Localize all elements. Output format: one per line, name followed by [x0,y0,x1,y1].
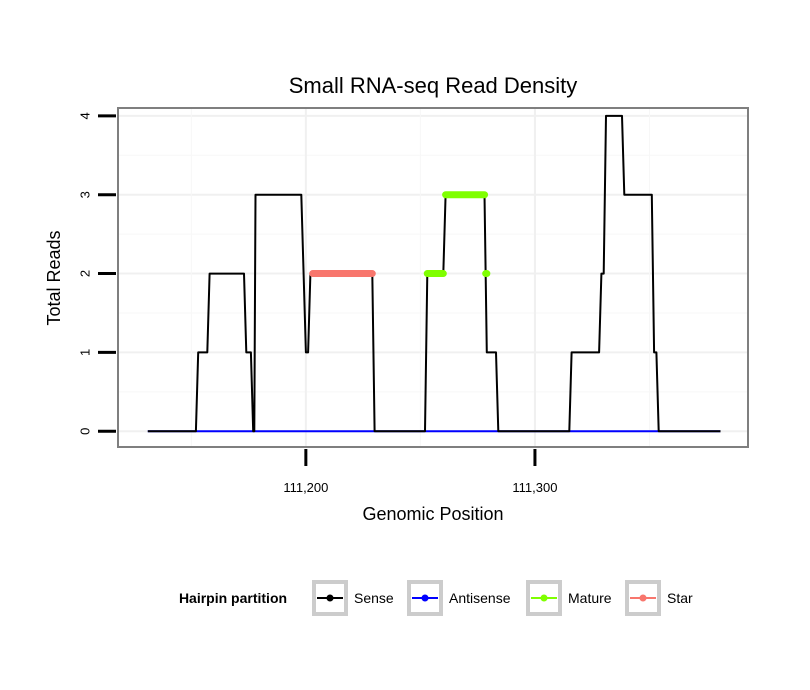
x-axis-title: Genomic Position [362,504,503,524]
legend-label: Sense [354,590,394,606]
legend-key-dot [639,594,647,602]
chart-title: Small RNA-seq Read Density [289,73,578,98]
y-axis-title: Total Reads [44,230,64,325]
series-layer [147,114,721,433]
legend-entry-mature: Mature [526,580,612,616]
legend-label: Antisense [449,590,511,606]
legend-entry-sense: Sense [312,580,394,616]
x-tick-label: 111,200 [283,480,328,495]
y-tick-label: 1 [77,349,92,356]
y-tick-label: 2 [77,270,92,277]
legend-entry-star: Star [625,580,693,616]
legend-key-dot [540,594,548,602]
series-line-sense [147,114,721,433]
legend: Hairpin partition Sense Antisense Mature St… [179,580,693,616]
y-axis: 0 1 2 3 4 [77,112,116,435]
x-axis: 111,200 111,300 [283,449,557,495]
x-tick-label: 111,300 [512,480,557,495]
y-tick-label: 3 [77,191,92,198]
legend-key-dot [326,594,334,602]
legend-label: Star [667,590,693,606]
legend-title: Hairpin partition [179,590,287,606]
legend-key-dot [421,594,429,602]
panel-border [117,107,749,448]
y-tick-label: 4 [77,112,92,119]
legend-label: Mature [568,590,612,606]
legend-key-box [407,580,443,616]
legend-entry-antisense: Antisense [407,580,511,616]
y-tick-label: 0 [77,428,92,435]
